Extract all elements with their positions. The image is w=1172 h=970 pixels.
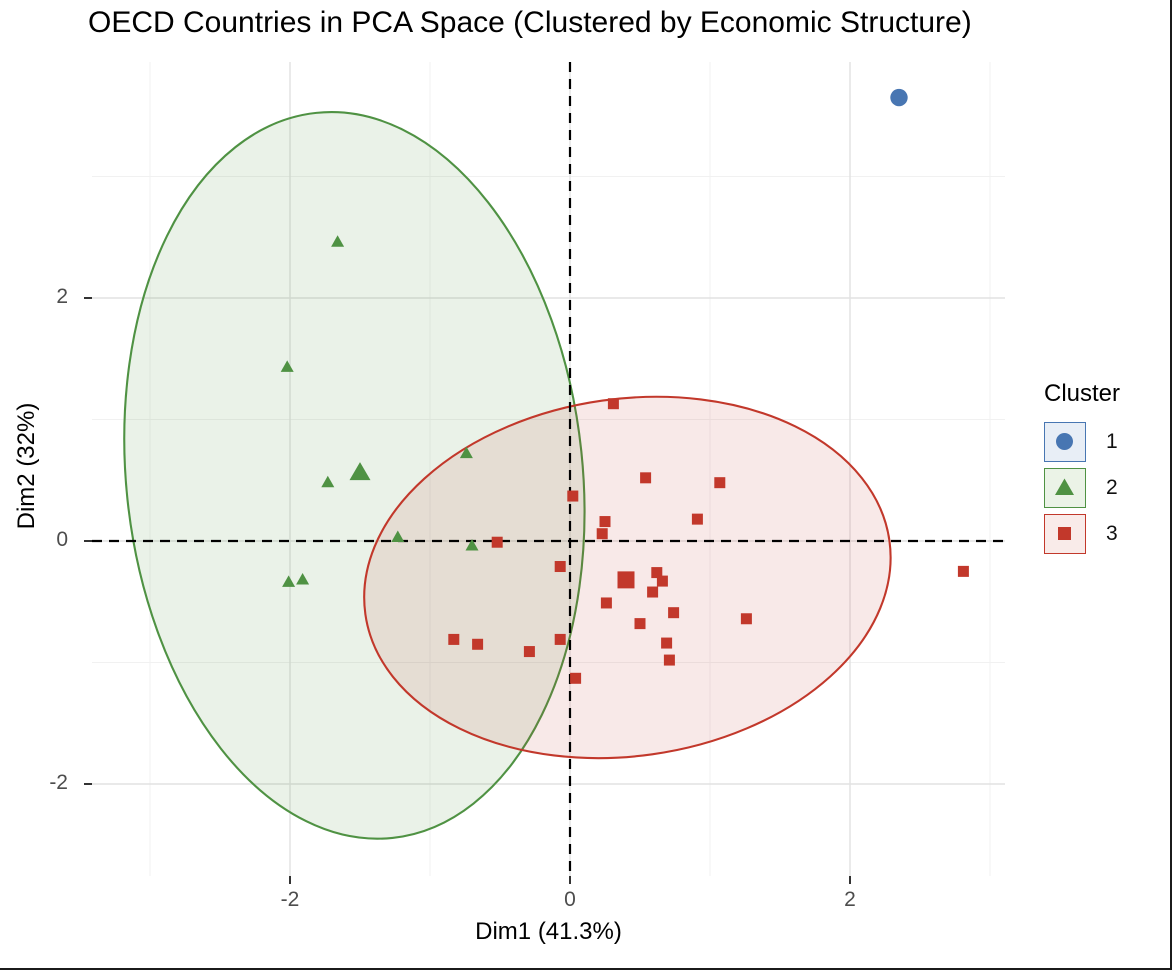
data-point-cluster-2 [282, 575, 296, 587]
data-point-cluster-2 [296, 572, 310, 585]
data-point-cluster-2 [391, 530, 405, 542]
legend-label: 1 [1106, 430, 1118, 453]
data-point-cluster-3 [656, 575, 668, 587]
data-point-cluster-2 [465, 538, 479, 551]
legend-entries: 1 2 3 [1044, 422, 1120, 554]
data-point-cluster-2 [280, 360, 294, 372]
square-key-icon [1044, 514, 1086, 554]
circle-glyph [1056, 433, 1073, 450]
data-point-cluster-2 [321, 475, 335, 488]
legend-entry-3: 3 [1044, 514, 1120, 554]
chart-title: OECD Countries in PCA Space (Clustered b… [88, 6, 972, 39]
data-point-cluster-2 [459, 446, 473, 459]
data-point-cluster-3 [634, 618, 646, 630]
x-tick-label: -2 [280, 888, 300, 911]
data-point-cluster-3 [640, 472, 652, 484]
y-tick-label: -2 [49, 771, 68, 794]
circle-key-icon [1044, 422, 1086, 462]
legend-entry-1: 1 [1044, 422, 1120, 462]
data-point-cluster-3 [599, 516, 611, 528]
data-point-cluster-3 [570, 672, 582, 684]
square-glyph [1058, 527, 1071, 540]
data-point-cluster-3 [691, 513, 703, 525]
triangle-glyph [1055, 478, 1074, 495]
data-point-cluster-3 [663, 654, 675, 666]
data-point-cluster-3 [567, 490, 579, 502]
data-point-cluster-3 [668, 607, 680, 619]
data-point-cluster-3 [957, 565, 969, 577]
triangle-key-icon [1044, 468, 1086, 508]
legend: Cluster 1 2 3 [1044, 380, 1120, 560]
data-point-cluster-3 [596, 528, 608, 540]
data-point-cluster-2 [331, 235, 345, 247]
data-point-cluster-3 [472, 638, 484, 650]
y-tick-label: 0 [56, 528, 68, 551]
x-axis-title: Dim1 (41.3%) [475, 918, 622, 945]
legend-label: 2 [1106, 476, 1118, 499]
data-point-cluster-1 [890, 88, 908, 107]
x-tick-label: 2 [844, 888, 856, 911]
legend-entry-2: 2 [1044, 468, 1120, 508]
centroid-cluster-3 [617, 571, 635, 589]
data-point-cluster-3 [491, 536, 503, 548]
data-point-cluster-3 [600, 597, 612, 609]
legend-title: Cluster [1044, 380, 1121, 407]
data-point-cluster-3 [554, 633, 566, 645]
y-tick-label: 2 [56, 285, 68, 308]
x-tick-label: 0 [564, 888, 576, 911]
data-point-cluster-3 [554, 561, 566, 573]
centroid-cluster-2 [349, 462, 371, 481]
data-point-cluster-3 [740, 613, 752, 625]
y-axis-title: Dim2 (32%) [13, 402, 40, 530]
data-point-cluster-3 [661, 637, 673, 649]
data-point-cluster-3 [448, 633, 460, 645]
data-point-cluster-3 [651, 567, 663, 579]
legend-label: 3 [1106, 522, 1118, 545]
data-point-cluster-3 [607, 398, 619, 410]
data-point-cluster-3 [647, 586, 659, 598]
data-point-cluster-3 [523, 646, 535, 658]
data-point-cluster-3 [714, 477, 726, 489]
